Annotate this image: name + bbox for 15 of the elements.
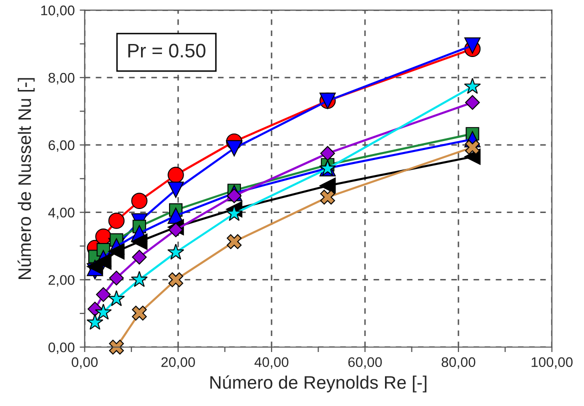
x-tick-label: 40,00 [254,357,288,369]
y-tick-label: 8,00 [48,72,74,84]
x-tick-label: 0,00 [72,357,98,369]
x-tick-label: 20,00 [161,357,195,369]
y-tick-label: 4,00 [48,208,74,220]
y-tick-label: 0,00 [48,342,74,354]
y-tick-label: 10,00 [41,5,74,17]
x-tick-label: 60,00 [348,357,382,369]
annotation: Pr = 0.50 [128,44,206,58]
x-tick-label: 100,00 [532,357,573,369]
x-axis-title: Número de Reynolds Re [-] [210,375,426,392]
y-axis-title: Número de Nusselt Nu [-] [18,78,35,279]
x-tick-label: 80,00 [442,357,476,369]
y-tick-label: 6,00 [48,140,74,152]
y-tick-label: 2,00 [48,275,74,287]
